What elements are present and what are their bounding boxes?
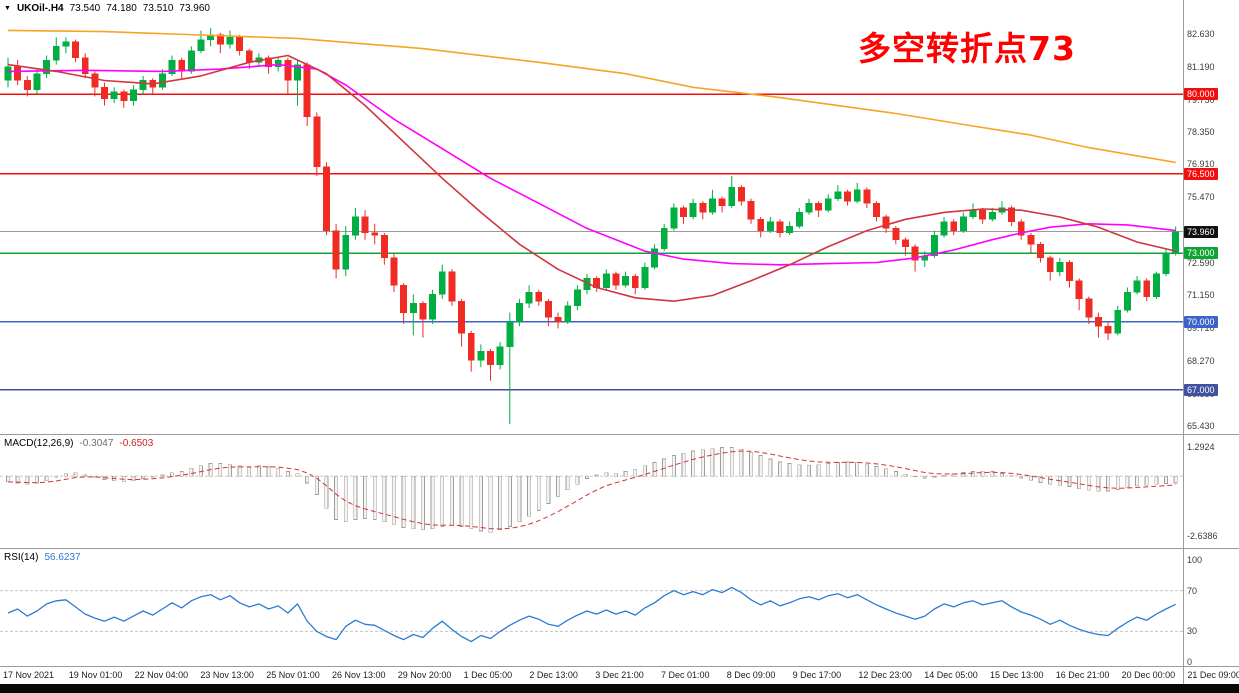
ohlc-low: 73.510 [142, 3, 174, 14]
axis-tick-label: 69.710 [1187, 323, 1215, 334]
hline-price-label: 73.000 [1184, 247, 1218, 260]
axis-tick-label: 75.470 [1187, 192, 1215, 203]
rsi-canvas[interactable] [0, 549, 1183, 666]
annotation-text[interactable]: 多空转折点73 [858, 29, 1076, 68]
price-axis[interactable]: 82.63081.19079.75078.35076.91075.47074.0… [1183, 0, 1239, 434]
axis-tick-label: 100 [1187, 555, 1203, 565]
time-tick-label: 8 Dec 09:00 [726, 670, 776, 680]
main-chart-panel: ▼ UKOil-.H4 73.540 74.180 73.510 73.960 … [0, 0, 1239, 434]
macd-panel: MACD(12,26,9) -0.3047 -0.6503 1.2924 -2.6… [0, 435, 1239, 548]
time-tick-label: 22 Nov 04:00 [134, 670, 189, 680]
panel-divider-macd[interactable] [0, 434, 1239, 435]
time-tick-label: 7 Dec 01:00 [661, 670, 710, 680]
chart-title: ▼ UKOil-.H4 73.540 74.180 73.510 73.960 [4, 3, 210, 14]
axis-tick-label: 82.630 [1187, 29, 1215, 40]
time-tick-label: 23 Nov 13:00 [200, 670, 254, 680]
axis-tick-label: 65.430 [1187, 420, 1215, 431]
axis-divider [0, 666, 1239, 667]
axis-tick-label: 30 [1187, 626, 1198, 637]
macd-canvas[interactable] [0, 435, 1183, 548]
axis-vertical-separator [1183, 0, 1184, 684]
time-tick-label: 21 Dec 09:00 [1187, 670, 1239, 680]
time-tick-label: 19 Nov 01:00 [68, 670, 123, 680]
hline-price-label: 70.000 [1184, 315, 1218, 328]
time-tick-label: 29 Nov 20:00 [397, 670, 452, 680]
axis-tick-label: 68.270 [1187, 355, 1215, 366]
time-tick-label: 15 Dec 13:00 [990, 670, 1044, 680]
time-tick-label: 2 Dec 13:00 [529, 670, 578, 680]
rsi-label: RSI(14) [4, 552, 39, 563]
ohlc-close: 73.960 [179, 3, 210, 14]
time-tick-label: 3 Dec 21:00 [595, 670, 644, 680]
symbol-dropdown-icon[interactable]: ▼ [4, 5, 11, 12]
rsi-title: RSI(14) 56.6237 [4, 552, 81, 563]
ohlc-high: 74.180 [106, 3, 137, 14]
panel-divider-rsi[interactable] [0, 548, 1239, 549]
axis-tick-label: 72.590 [1187, 257, 1215, 268]
time-tick-label: 25 Nov 01:00 [266, 670, 320, 680]
macd-signal-value: -0.6503 [119, 438, 154, 449]
time-axis[interactable]: 17 Nov 2021 19 Nov 01:00 22 Nov 04:00 23 No… [0, 667, 1239, 684]
main-chart-canvas[interactable] [0, 0, 1183, 434]
axis-tick-label: 1.2924 [1187, 441, 1215, 452]
hline-price-label: 67.000 [1184, 383, 1218, 396]
macd-axis[interactable]: 1.2924 -2.6386 [1183, 435, 1239, 548]
bottom-bar [0, 684, 1239, 693]
axis-tick-label: 81.190 [1187, 62, 1215, 73]
macd-title: MACD(12,26,9) -0.3047 -0.6503 [4, 438, 153, 449]
axis-tick-label: 78.350 [1187, 126, 1215, 137]
rsi-value: 56.6237 [44, 552, 81, 563]
axis-tick-label: -2.6386 [1187, 531, 1218, 542]
time-tick-label: 17 Nov 2021 [3, 670, 55, 680]
hline-price-label: 80.000 [1184, 88, 1218, 101]
time-tick-label: 9 Dec 17:00 [792, 670, 842, 680]
rsi-axis[interactable]: 100 70 30 0 [1183, 549, 1239, 667]
time-tick-label: 16 Dec 21:00 [1055, 670, 1110, 680]
hline-price-label: 76.500 [1184, 167, 1218, 180]
rsi-panel: RSI(14) 56.6237 100 70 30 0 [0, 549, 1239, 667]
macd-label: MACD(12,26,9) [4, 438, 74, 449]
time-tick-label: 12 Dec 23:00 [858, 670, 912, 680]
macd-main-value: -0.3047 [79, 438, 114, 449]
axis-tick-label: 70 [1187, 585, 1198, 596]
time-tick-label: 26 Nov 13:00 [332, 670, 386, 680]
ohlc-open: 73.540 [69, 3, 101, 14]
current-price-label: 73.960 [1184, 225, 1218, 238]
time-tick-label: 14 Dec 05:00 [924, 670, 978, 680]
time-tick-label: 1 Dec 05:00 [463, 670, 513, 680]
axis-tick-label: 71.150 [1187, 290, 1215, 301]
time-tick-label: 20 Dec 00:00 [1121, 670, 1176, 680]
axis-tick-label: 0 [1187, 657, 1193, 667]
axis-tick-label: 76.910 [1187, 159, 1215, 170]
symbol-timeframe-label: UKOil-.H4 [16, 3, 64, 14]
